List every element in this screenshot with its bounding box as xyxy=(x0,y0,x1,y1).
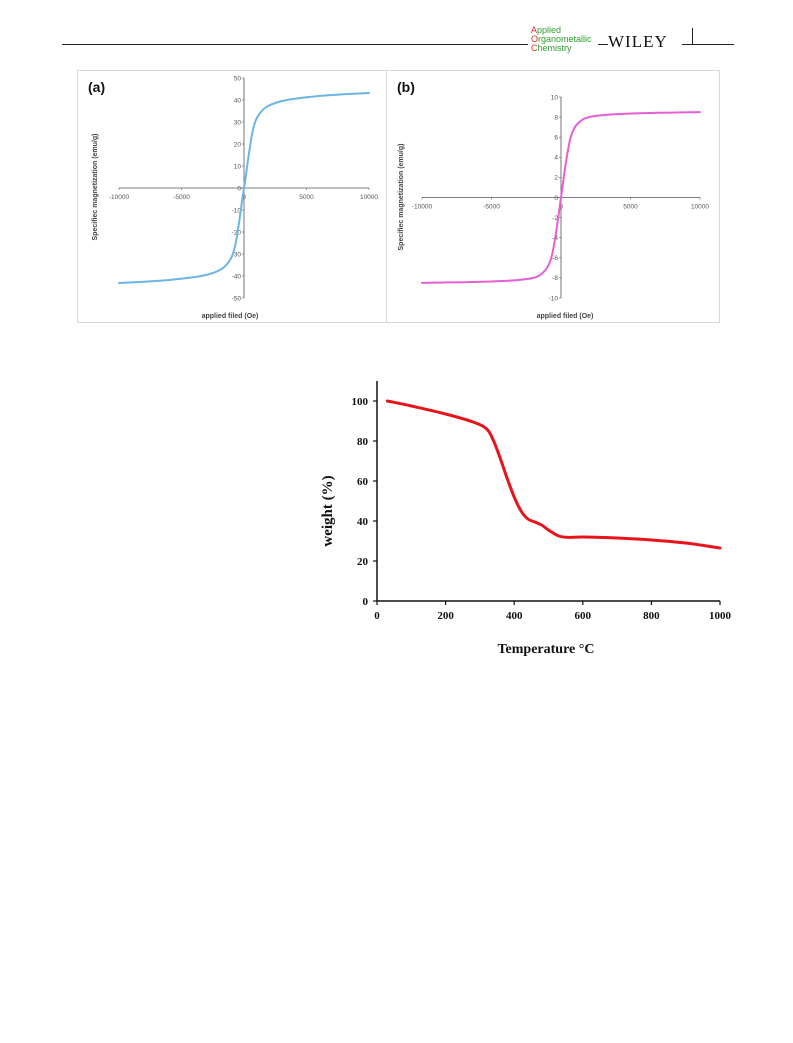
x-tick-label: -10000 xyxy=(412,204,433,211)
y-tick-label: 0 xyxy=(237,185,241,192)
y-tick-label: 8 xyxy=(554,114,558,121)
y-tick-label: 50 xyxy=(234,75,242,82)
figure-panel-divider xyxy=(386,70,387,323)
header-rule-right xyxy=(682,44,734,45)
chart-magnetization-a: (a) applied filed (Oe) Specifiec magneti… xyxy=(88,75,379,320)
x-tick-label: 400 xyxy=(506,610,523,622)
y-tick-label: -10 xyxy=(549,295,559,302)
y-tick-label: 6 xyxy=(554,135,558,142)
y-tick-label: 2 xyxy=(554,175,558,182)
tick-labels-tga: 0 200 400 600 800 1000 0 20 40 60 80 100 xyxy=(352,396,732,622)
x-tick-label: 0 xyxy=(242,194,246,201)
x-tick-label: 5000 xyxy=(299,194,314,201)
y-tick-label: -30 xyxy=(232,251,242,258)
x-axis-title-a: applied filed (Oe) xyxy=(202,313,259,320)
y-tick-label: -2 xyxy=(552,215,558,222)
x-tick-label: 5000 xyxy=(623,204,638,211)
y-tick-label: 80 xyxy=(357,436,369,448)
y-tick-label: 0 xyxy=(363,596,369,608)
y-axis-title-b: Specifiec magnetization (emu/g) xyxy=(398,144,405,251)
x-tick-label: -5000 xyxy=(483,204,500,211)
y-tick-label: 4 xyxy=(554,155,558,162)
y-tick-label: -10 xyxy=(232,207,242,214)
x-tick-label: 600 xyxy=(575,610,592,622)
tick-labels-a: -10000 -5000 0 5000 1000050403020100-10-20-3… xyxy=(109,75,379,302)
y-tick-label: 30 xyxy=(234,119,242,126)
journal-line-3: Chemistry xyxy=(531,43,572,53)
journal-logo: Applied Organometallic Chemistry xyxy=(531,26,592,53)
journal-line-2: Organometallic xyxy=(531,34,592,44)
chart-tga: Temperature °C weight (%) 0 200 400 600 800 1… xyxy=(320,381,732,657)
y-tick-label: 20 xyxy=(357,556,369,568)
x-tick-label: 1000 xyxy=(709,610,732,622)
y-axis-title-a: Specifiec magnetization (emu/g) xyxy=(92,134,99,241)
x-tick-label: 0 xyxy=(559,204,563,211)
y-tick-label: 0 xyxy=(554,195,558,202)
panel-label-b: (b) xyxy=(397,79,415,95)
y-tick-label: 20 xyxy=(234,141,242,148)
x-tick-label: -10000 xyxy=(109,194,130,201)
x-tick-label: 200 xyxy=(437,610,454,622)
y-tick-label: -40 xyxy=(232,273,242,280)
y-tick-label: -8 xyxy=(552,275,558,282)
y-axis-title-tga: weight (%) xyxy=(320,475,336,546)
y-tick-label: 60 xyxy=(357,476,369,488)
x-tick-label: 800 xyxy=(643,610,660,622)
figure-frame-magnetization xyxy=(77,70,720,323)
y-tick-label: 10 xyxy=(234,163,242,170)
x-axis-title-b: applied filed (Oe) xyxy=(537,313,594,320)
publisher-logo: WILEY xyxy=(608,32,668,51)
series-line-tga xyxy=(385,399,722,550)
y-tick-label: 10 xyxy=(551,94,559,101)
y-tick-label: -50 xyxy=(232,295,242,302)
series-line-b xyxy=(421,111,701,284)
y-tick-label: -6 xyxy=(552,255,558,262)
x-axis-title-tga: Temperature °C xyxy=(498,642,595,657)
x-tick-label: 10000 xyxy=(691,204,709,211)
header-rule-short xyxy=(598,44,608,45)
x-tick-label: 10000 xyxy=(360,194,378,201)
header-rule xyxy=(62,44,528,45)
y-tick-label: 40 xyxy=(357,516,369,528)
chart-magnetization-b: (b) applied filed (Oe) Specifiec magneti… xyxy=(397,79,709,320)
y-tick-label: 100 xyxy=(352,396,369,408)
x-tick-label: 0 xyxy=(374,610,380,622)
series-line-a xyxy=(118,91,370,285)
x-tick-label: -5000 xyxy=(173,194,190,201)
page-number-marker xyxy=(692,28,693,44)
axes-tga xyxy=(373,381,721,605)
journal-line-1: Applied xyxy=(531,25,562,35)
y-tick-label: 40 xyxy=(234,97,242,104)
panel-label-a: (a) xyxy=(88,79,105,95)
